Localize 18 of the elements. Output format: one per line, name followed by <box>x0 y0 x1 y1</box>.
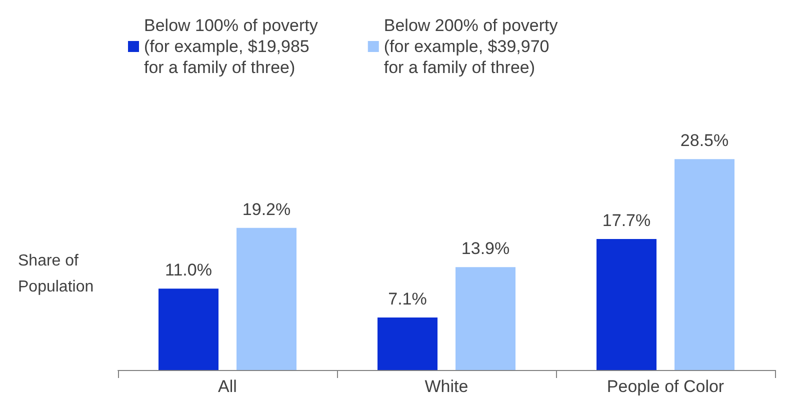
data-label: 11.0% <box>165 260 212 280</box>
data-label: 7.1% <box>388 289 427 308</box>
bar <box>378 317 438 370</box>
x-tick-label: People of Color <box>606 377 724 396</box>
data-label: 28.5% <box>680 131 729 150</box>
legend-label: Below 200% of poverty (for example, $39,970 for a family of three) <box>384 16 558 77</box>
bar <box>674 159 734 370</box>
x-tick-label: White <box>424 377 468 396</box>
bar <box>236 228 296 370</box>
legend-label: Below 100% of poverty (for example, $19,985 for a family of three) <box>144 16 318 77</box>
bar <box>596 239 656 370</box>
data-label: 19.2% <box>242 200 291 219</box>
x-tick-label: All <box>218 377 237 396</box>
data-label: 17.7% <box>602 211 651 230</box>
bar <box>158 288 218 370</box>
bar <box>456 267 516 370</box>
data-label: 13.9% <box>461 239 510 258</box>
y-axis-title: Share of Population <box>18 252 94 296</box>
